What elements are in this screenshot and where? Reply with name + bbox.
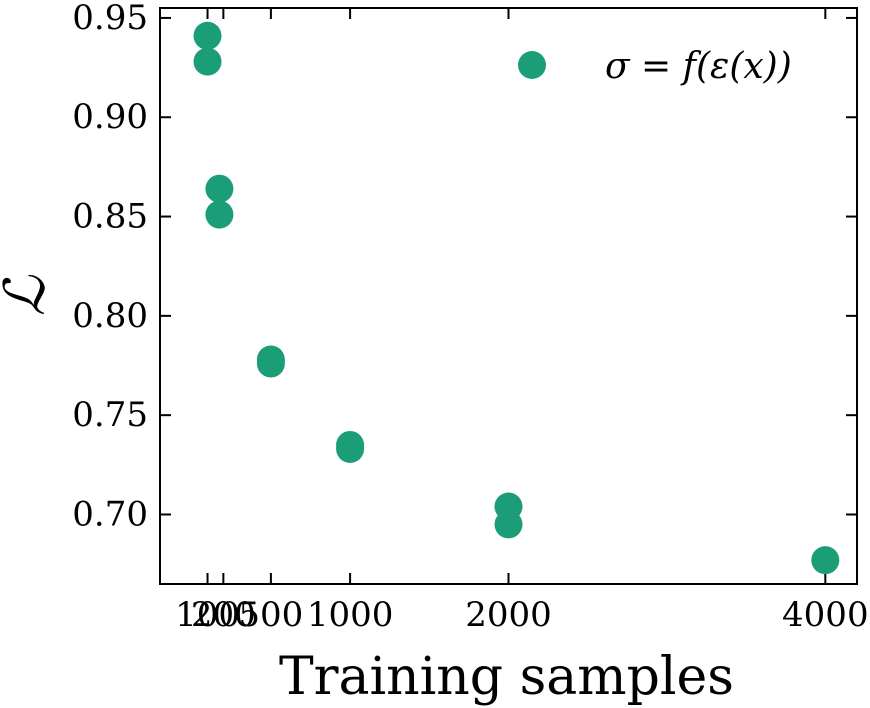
y-axis-title: ℒ bbox=[0, 274, 58, 316]
data-point bbox=[193, 21, 222, 50]
y-tick-label: 0.75 bbox=[72, 395, 148, 435]
x-tick-label: 500 bbox=[238, 595, 303, 635]
data-point bbox=[193, 47, 222, 76]
x-axis-title: Training samples bbox=[279, 647, 734, 707]
legend: σ = f(ε(x)) bbox=[518, 46, 792, 87]
x-tick-label: 200 bbox=[191, 595, 256, 635]
data-point bbox=[811, 546, 840, 575]
y-tick-label: 0.85 bbox=[72, 197, 148, 237]
y-tick-label: 0.80 bbox=[72, 296, 148, 336]
y-axis: 0.70 0.75 0.80 0.85 0.90 0.95 bbox=[72, 0, 857, 534]
x-tick-label: 100 bbox=[175, 595, 240, 635]
y-tick-label: 0.90 bbox=[72, 97, 148, 137]
x-tick-label: 4000 bbox=[782, 595, 869, 635]
legend-label: σ = f(ε(x)) bbox=[605, 46, 792, 87]
data-point bbox=[256, 349, 285, 378]
x-tick-label: 1000 bbox=[307, 595, 394, 635]
legend-marker bbox=[518, 51, 546, 79]
y-tick-label: 0.95 bbox=[72, 0, 148, 38]
y-tick-label: 0.70 bbox=[72, 494, 148, 534]
data-point bbox=[336, 434, 365, 463]
data-point bbox=[205, 200, 234, 229]
x-tick-label: 2000 bbox=[465, 595, 552, 635]
data-point bbox=[205, 174, 234, 203]
data-point bbox=[494, 510, 523, 539]
data-points bbox=[193, 21, 840, 575]
